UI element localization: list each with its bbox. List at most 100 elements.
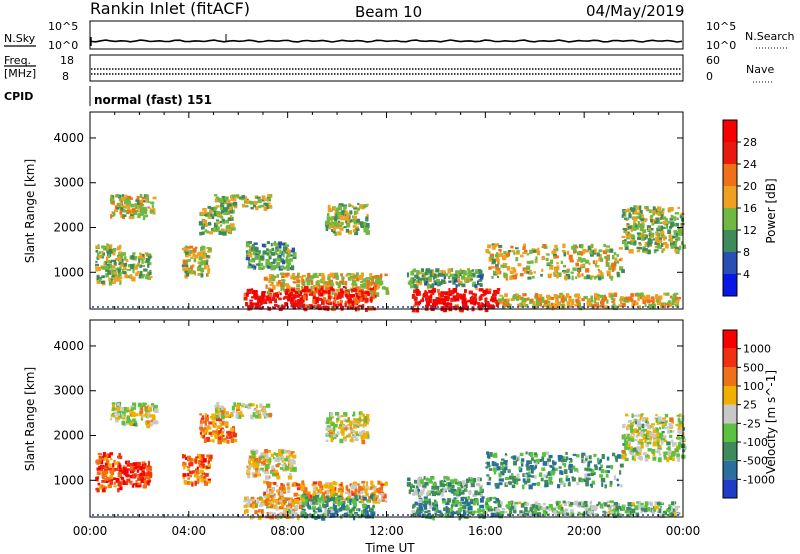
echo-cell — [351, 430, 356, 433]
echo-cell — [112, 273, 116, 278]
echo-cell — [484, 308, 489, 313]
echo-cell — [311, 501, 316, 506]
echo-cell — [429, 294, 433, 299]
echo-cell — [336, 418, 340, 421]
echo-cell — [429, 298, 432, 304]
echo-cell — [254, 296, 258, 300]
echo-cell — [360, 435, 365, 440]
echo-cell — [303, 513, 308, 519]
echo-cell — [369, 486, 373, 490]
echo-cell — [226, 439, 230, 444]
echo-cell — [499, 253, 504, 258]
colorbar-tick-label: 12 — [743, 224, 757, 237]
echo-cell — [431, 491, 436, 497]
echo-cell — [614, 455, 618, 458]
echo-cell — [215, 196, 220, 201]
echo-cell — [136, 271, 141, 274]
echo-cell — [359, 297, 363, 302]
echo-cell — [384, 273, 388, 277]
echo-cell — [333, 207, 336, 211]
echo-cell — [499, 301, 504, 304]
echo-cell — [332, 433, 336, 438]
colorbar-segment — [723, 208, 737, 230]
echo-cell — [279, 282, 284, 287]
echo-cell — [216, 407, 219, 410]
echo-cell — [478, 279, 483, 282]
echo-cell — [351, 288, 354, 293]
echo-cell — [650, 296, 655, 300]
echo-cell — [562, 243, 566, 248]
echo-cell — [292, 481, 297, 486]
echo-cell — [346, 434, 350, 438]
echo-cell — [457, 482, 461, 486]
echo-cell — [102, 474, 105, 480]
echo-cell — [241, 404, 245, 408]
echo-cell — [182, 462, 187, 467]
echo-cell — [199, 431, 203, 435]
echo-cell — [611, 266, 615, 271]
echo-cell — [199, 469, 205, 474]
echo-cell — [646, 299, 651, 304]
echo-cell — [332, 494, 337, 496]
y-tick-label: 3000 — [53, 176, 84, 190]
echo-cell — [245, 292, 249, 297]
echo-cell — [432, 515, 435, 521]
echo-cell — [125, 473, 130, 477]
echo-cell — [496, 258, 500, 262]
echo-cell — [291, 265, 295, 271]
echo-cell — [188, 470, 193, 475]
echo-cell — [221, 195, 226, 201]
echo-cell — [417, 278, 420, 284]
echo-cell — [496, 256, 500, 260]
echo-cell — [640, 508, 643, 514]
echo-cell — [246, 252, 250, 255]
echo-cell — [338, 507, 342, 512]
echo-cell — [345, 293, 348, 298]
echo-cell — [609, 248, 614, 253]
echo-cell — [112, 248, 117, 252]
echo-cell — [266, 297, 271, 300]
echo-cell — [486, 464, 491, 468]
echo-cell — [563, 463, 567, 468]
echo-cell — [566, 301, 571, 306]
echo-cell — [337, 231, 342, 236]
echo-cell — [571, 476, 574, 479]
echo-cell — [668, 234, 672, 239]
echo-cell — [300, 304, 305, 308]
echo-cell — [362, 291, 366, 294]
echo-cell — [273, 471, 279, 477]
echo-cell — [282, 509, 286, 514]
echo-cell — [123, 265, 127, 271]
echo-cell — [463, 512, 467, 516]
echo-cell — [255, 461, 260, 464]
echo-cell — [521, 462, 524, 467]
echo-cell — [250, 288, 254, 291]
echo-cell — [141, 203, 145, 207]
echo-cell — [549, 465, 553, 468]
echo-cell — [488, 266, 492, 270]
echo-cell — [125, 481, 129, 485]
echo-cell — [443, 476, 448, 480]
echo-cell — [346, 272, 351, 276]
echo-cell — [639, 205, 642, 210]
echo-cell — [471, 501, 474, 504]
echo-cell — [661, 243, 664, 247]
echo-cell — [284, 302, 288, 307]
echo-cell — [384, 287, 389, 291]
echo-cell — [626, 231, 630, 236]
echo-cell — [301, 511, 306, 515]
echo-cell — [271, 465, 275, 470]
echo-cell — [372, 295, 375, 300]
echo-cell — [200, 226, 204, 230]
echo-cell — [217, 436, 222, 440]
echo-cell — [476, 280, 479, 285]
echo-cell — [135, 479, 138, 483]
echo-cell — [513, 251, 516, 255]
echo-cell — [213, 424, 217, 428]
echo-cell — [537, 297, 541, 303]
echo-cell — [131, 407, 137, 410]
echo-cell — [269, 482, 274, 485]
echo-cell — [363, 222, 366, 227]
echo-cell — [320, 496, 324, 502]
